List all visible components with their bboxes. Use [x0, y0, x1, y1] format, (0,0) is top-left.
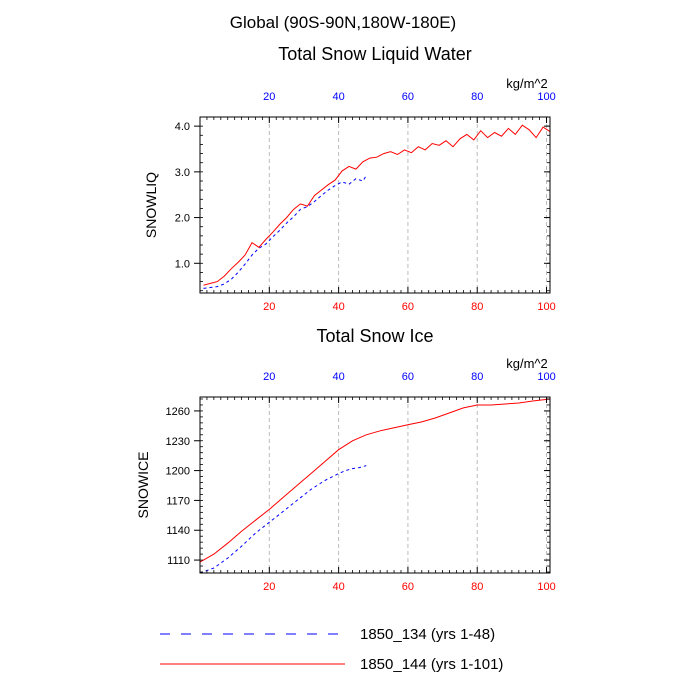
- panel-title: Total Snow Ice: [316, 326, 433, 346]
- x-tick-label-top: 80: [471, 91, 483, 103]
- y-tick-label: 3.0: [175, 167, 190, 179]
- series-line-blue: [203, 175, 367, 289]
- legend-entry: 1850_134 (yrs 1-48): [160, 626, 495, 643]
- plot-frame: [199, 116, 551, 294]
- series-line-blue: [199, 465, 367, 574]
- legend: 1850_134 (yrs 1-48) 1850_144 (yrs 1-101): [160, 626, 503, 673]
- y-tick-label: 1230: [166, 436, 190, 448]
- plot-frame: [199, 396, 551, 574]
- x-tick-label-bottom: 20: [263, 301, 275, 313]
- x-tick-label-top: 100: [537, 91, 555, 103]
- x-tick-label-top: 40: [332, 91, 344, 103]
- x-tick-label-top: 60: [402, 371, 414, 383]
- panel-snowliq: Total Snow Liquid Water kg/m^2 SNOWLIQ 2…: [143, 44, 556, 313]
- legend-entry: 1850_144 (yrs 1-101): [160, 656, 503, 673]
- x-tick-label-top: 40: [332, 371, 344, 383]
- x-tick-label-bottom: 60: [402, 301, 414, 313]
- series-line-red: [203, 124, 551, 286]
- x-tick-label-bottom: 80: [471, 581, 483, 593]
- units-label: kg/m^2: [506, 76, 548, 91]
- series-line-red: [199, 398, 551, 563]
- y-tick-label: 4.0: [175, 121, 190, 133]
- x-tick-label-top: 20: [263, 371, 275, 383]
- y-tick-label: 1200: [166, 466, 190, 478]
- y-axis-label: SNOWLIQ: [143, 172, 159, 238]
- x-tick-label-top: 60: [402, 91, 414, 103]
- y-tick-label: 1140: [166, 525, 190, 537]
- x-tick-label-bottom: 100: [537, 301, 555, 313]
- y-tick-label: 1.0: [175, 258, 190, 270]
- y-tick-label: 1260: [166, 406, 190, 418]
- panel-title: Total Snow Liquid Water: [278, 44, 471, 64]
- units-label: kg/m^2: [506, 356, 548, 371]
- y-tick-label: 2.0: [175, 213, 190, 225]
- x-tick-label-top: 80: [471, 371, 483, 383]
- panel-snowice: Total Snow Ice kg/m^2 SNOWICE 20 20 40 40 60…: [135, 326, 556, 593]
- y-axis-label: SNOWICE: [135, 452, 151, 519]
- x-tick-label-top: 100: [537, 371, 555, 383]
- x-tick-label-bottom: 100: [537, 581, 555, 593]
- legend-label: 1850_134 (yrs 1-48): [360, 626, 495, 643]
- y-tick-label: 1110: [167, 555, 190, 567]
- x-tick-label-bottom: 20: [263, 581, 275, 593]
- legend-label: 1850_144 (yrs 1-101): [360, 656, 503, 673]
- x-tick-label-bottom: 40: [332, 301, 344, 313]
- x-tick-label-top: 20: [263, 91, 275, 103]
- figure-suptitle: Global (90S-90N,180W-180E): [230, 13, 456, 32]
- x-tick-label-bottom: 60: [402, 581, 414, 593]
- x-tick-label-bottom: 40: [332, 581, 344, 593]
- y-tick-label: 1170: [166, 495, 190, 507]
- x-tick-label-bottom: 80: [471, 301, 483, 313]
